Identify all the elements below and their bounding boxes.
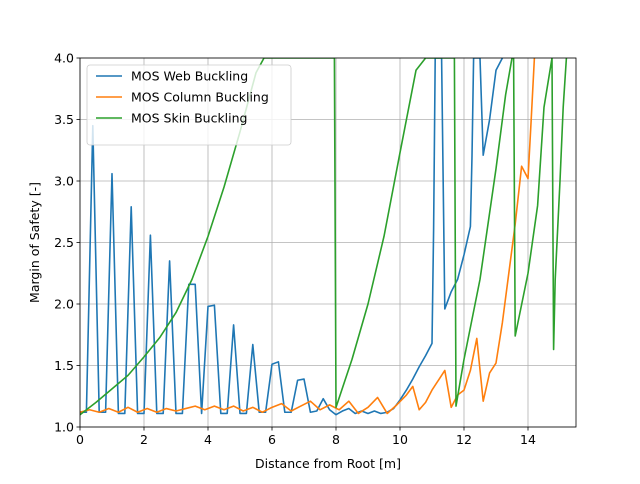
- series-line-1: [80, 58, 504, 416]
- x-tick-label: 6: [268, 432, 276, 447]
- y-tick-label: 4.0: [54, 51, 74, 66]
- x-tick-label: 2: [140, 432, 148, 447]
- tick-layer: 0 2 4 6 8 10 12 14 1.0 1.5 2.0 2.5 3.0 3.5 4.0: [54, 51, 536, 448]
- y-tick-label: 1.0: [54, 420, 74, 435]
- x-tick-label: 8: [332, 432, 340, 447]
- y-tick-label: 3.0: [54, 174, 74, 189]
- x-tick-label: 0: [76, 432, 84, 447]
- y-axis-label: Margin of Safety [-]: [27, 182, 42, 303]
- legend-label-1: MOS Web Buckling: [131, 69, 248, 84]
- legend: MOS Web Buckling MOS Column Buckling MOS S…: [86, 64, 292, 146]
- y-tick-label: 2.0: [54, 297, 74, 312]
- legend-label-2: MOS Column Buckling: [131, 90, 269, 105]
- y-tick-label: 3.5: [54, 112, 74, 127]
- x-tick-label: 10: [392, 432, 408, 447]
- x-tick-label: 14: [520, 432, 536, 447]
- series-line-3: [80, 58, 568, 416]
- x-tick-label: 12: [456, 432, 472, 447]
- x-tick-label: 4: [204, 432, 212, 447]
- y-tick-label: 2.5: [54, 235, 74, 250]
- legend-label-3: MOS Skin Buckling: [131, 111, 248, 126]
- y-tick-label: 1.5: [54, 358, 74, 373]
- series-layer: [80, 58, 568, 416]
- legend-box: [86, 64, 292, 146]
- x-axis-label: Distance from Root [m]: [255, 456, 401, 471]
- series-line-2: [80, 58, 536, 415]
